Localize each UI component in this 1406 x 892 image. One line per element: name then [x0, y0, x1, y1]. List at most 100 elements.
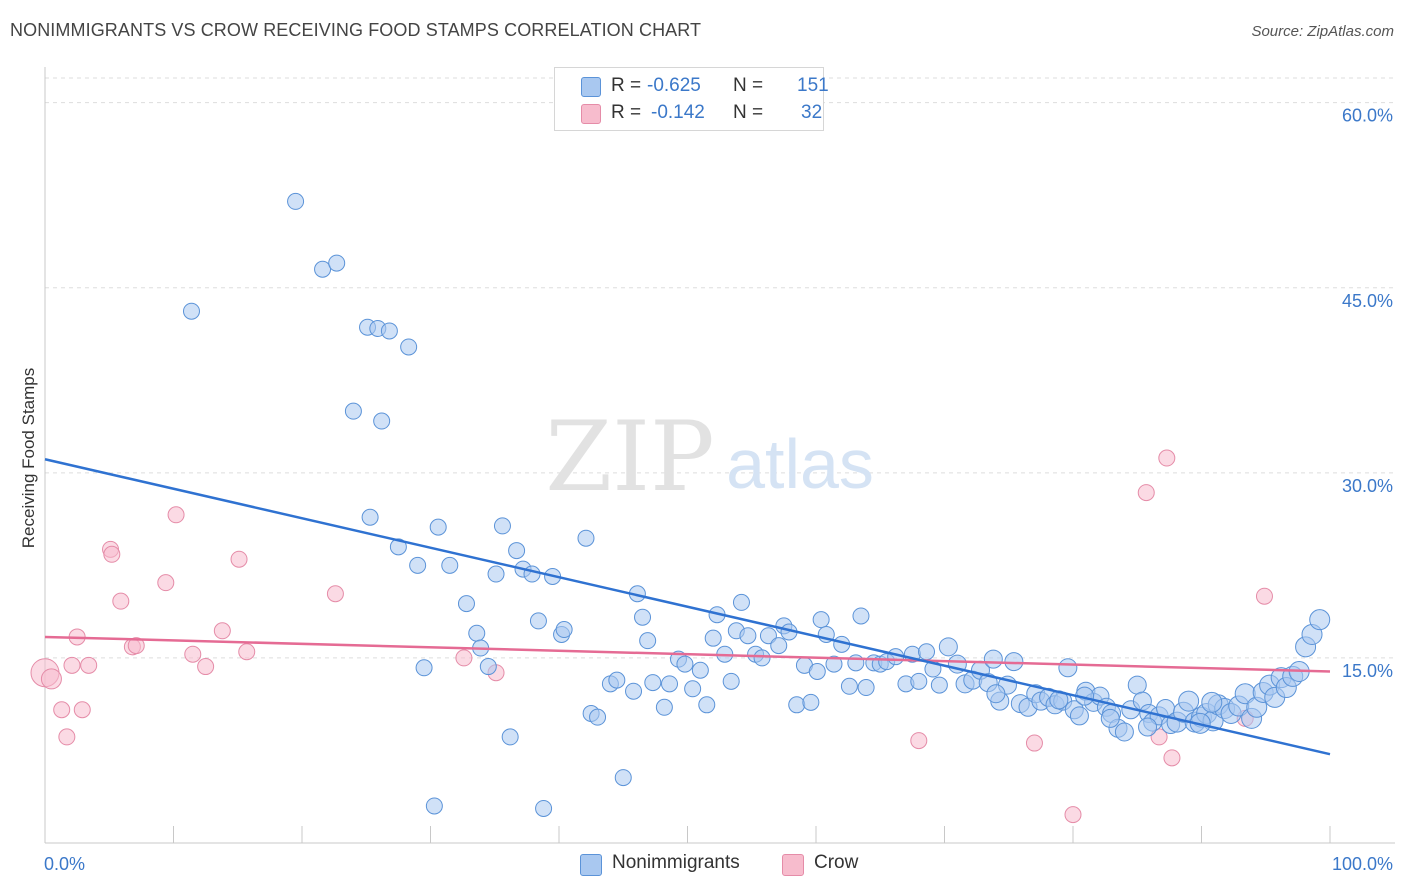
- crow-points: [30, 449, 1273, 824]
- crow-point: [112, 592, 130, 610]
- crow-trend-line: [44, 635, 1331, 673]
- nonimmigrants-point: [852, 607, 870, 625]
- tick-labels: 15.0% 30.0% 45.0% 60.0% 0.0% 100.0%: [44, 106, 1393, 874]
- nonimmigrants-point: [644, 674, 662, 692]
- nonimmigrants-point: [691, 661, 709, 679]
- nonimmigrants-point: [739, 627, 757, 645]
- nonimmigrants-point: [314, 260, 332, 278]
- x-tick-label: 0.0%: [44, 854, 85, 874]
- legend-label-nonimmigrants: Nonimmigrants: [612, 852, 740, 873]
- crow-point: [1158, 449, 1176, 467]
- legend-r-value: -0.142: [651, 102, 705, 123]
- crow-point: [184, 645, 202, 663]
- legend-swatch-blue: [581, 77, 601, 97]
- nonimmigrants-point: [918, 643, 936, 661]
- watermark-atlas: atlas: [726, 425, 874, 503]
- nonimmigrants-point: [389, 538, 407, 556]
- crow-point: [1025, 734, 1043, 752]
- watermark: ZIP atlas: [545, 401, 874, 513]
- crow-point: [40, 668, 62, 690]
- nonimmigrants-point: [501, 728, 519, 746]
- nonimmigrants-point: [788, 696, 806, 714]
- watermark-zip: ZIP: [545, 401, 714, 513]
- nonimmigrants-point: [457, 595, 475, 613]
- legend-swatch-blue: [580, 854, 602, 876]
- crow-point: [73, 701, 91, 719]
- crow-point: [910, 732, 928, 750]
- nonimmigrants-point: [704, 629, 722, 647]
- nonimmigrants-point: [589, 708, 607, 726]
- nonimmigrants-point: [655, 698, 673, 716]
- nonimmigrants-point: [722, 672, 740, 690]
- nonimmigrants-point: [1100, 708, 1120, 728]
- crow-point: [63, 656, 81, 674]
- crow-point: [1255, 587, 1273, 605]
- nonimmigrants-point: [676, 655, 694, 673]
- nonimmigrants-point: [409, 556, 427, 574]
- nonimmigrants-point: [634, 608, 652, 626]
- crow-point: [167, 506, 185, 524]
- nonimmigrants-point: [508, 542, 526, 560]
- nonimmigrants-point: [487, 565, 505, 583]
- nonimmigrants-point: [1138, 717, 1158, 737]
- nonimmigrants-point: [753, 649, 771, 667]
- crow-point: [58, 728, 76, 746]
- nonimmigrants-point: [938, 637, 958, 657]
- nonimmigrants-point: [493, 517, 511, 535]
- nonimmigrants-point: [639, 632, 657, 650]
- nonimmigrants-point: [986, 684, 1006, 704]
- nonimmigrants-point: [380, 322, 398, 340]
- nonimmigrants-point: [468, 624, 486, 642]
- nonimmigrants-point: [373, 412, 391, 430]
- nonimmigrants-point: [847, 654, 865, 672]
- nonimmigrants-point: [523, 565, 541, 583]
- y-tick-label: 60.0%: [1342, 106, 1393, 126]
- crow-point: [238, 643, 256, 661]
- nonimmigrants-point: [1114, 722, 1134, 742]
- nonimmigrants-point: [415, 659, 433, 677]
- legend-n-label: N =: [733, 102, 764, 123]
- axes: [44, 67, 1395, 844]
- nonimmigrants-point: [808, 662, 826, 680]
- legend-r-value: -0.625: [647, 75, 701, 96]
- nonimmigrants-point: [535, 799, 553, 817]
- nonimmigrants-point: [910, 672, 928, 690]
- nonimmigrants-point: [812, 611, 830, 629]
- legend-swatch-pink: [581, 104, 601, 124]
- nonimmigrants-point: [840, 677, 858, 695]
- legend-swatch-pink: [782, 854, 804, 876]
- legend-r-label: R =: [611, 75, 642, 96]
- legend-n-label: N =: [733, 75, 764, 96]
- legend-n-value: 151: [797, 75, 829, 96]
- y-tick-label: 15.0%: [1342, 661, 1393, 681]
- crow-point: [455, 649, 473, 667]
- nonimmigrants-point: [344, 402, 362, 420]
- y-tick-label: 30.0%: [1342, 476, 1393, 496]
- nonimmigrants-point: [625, 682, 643, 700]
- crow-point: [197, 658, 215, 676]
- correlation-legend: R = -0.625 N = 151 R = -0.142 N = 32: [554, 67, 829, 131]
- nonimmigrants-point: [400, 338, 418, 356]
- source-label: Source: ZipAtlas.com: [1251, 23, 1394, 40]
- nonimmigrants-point: [287, 192, 305, 210]
- nonimmigrants-point: [802, 693, 820, 711]
- crow-point: [1064, 806, 1082, 824]
- crow-point: [1137, 484, 1155, 502]
- nonimmigrants-point: [1058, 658, 1078, 678]
- crow-point: [127, 637, 145, 655]
- nonimmigrants-point: [608, 671, 626, 689]
- nonimmigrants-point: [361, 508, 379, 526]
- nonimmigrants-point: [529, 612, 547, 630]
- nonimmigrants-point: [429, 518, 447, 536]
- crow-point: [230, 550, 248, 568]
- nonimmigrants-point: [732, 593, 750, 611]
- x-tick-label: 100.0%: [1332, 854, 1393, 874]
- nonimmigrants-point: [577, 529, 595, 547]
- chart-title: NONIMMIGRANTS VS CROW RECEIVING FOOD STA…: [10, 20, 702, 40]
- nonimmigrants-point: [1069, 706, 1089, 726]
- crow-point: [80, 656, 98, 674]
- crow-point: [213, 622, 231, 640]
- nonimmigrants-point: [930, 676, 948, 694]
- nonimmigrants-point: [1127, 675, 1147, 695]
